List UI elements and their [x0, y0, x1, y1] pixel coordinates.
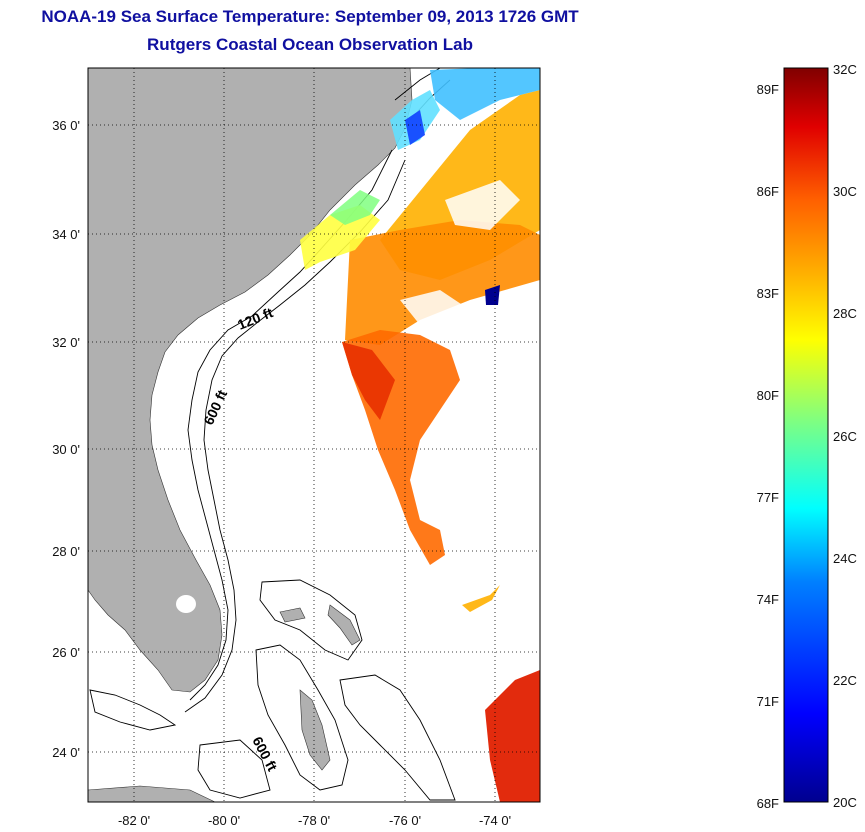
lake-okeechobee	[176, 595, 196, 613]
x-tick-label: -80 0'	[208, 813, 240, 828]
colorbar	[783, 67, 829, 803]
colorbar-label-c: 28C	[833, 306, 857, 321]
land-bahamas-abaco	[327, 604, 361, 646]
sst-data-swath	[300, 68, 540, 802]
colorbar-label-f: 89F	[757, 82, 779, 97]
y-tick-label: 32 0'	[52, 335, 80, 350]
map-subtitle: Rutgers Coastal Ocean Observation Lab	[147, 35, 473, 54]
x-tick-label: -74 0'	[479, 813, 511, 828]
colorbar-label-c: 26C	[833, 429, 857, 444]
map-frame	[87, 67, 541, 803]
colorbar-label-f: 83F	[757, 286, 779, 301]
colorbar-label-c: 22C	[833, 673, 857, 688]
y-tick-label: 30 0'	[52, 442, 80, 457]
colorbar-label-c: 20C	[833, 795, 857, 810]
y-tick-label: 26 0'	[52, 645, 80, 660]
map-title: NOAA-19 Sea Surface Temperature: Septemb…	[41, 7, 579, 26]
x-tick-label: -82 0'	[118, 813, 150, 828]
colorbar-label-f: 77F	[757, 490, 779, 505]
map-gridlines	[88, 68, 540, 802]
y-tick-label: 24 0'	[52, 745, 80, 760]
y-tick-label: 28 0'	[52, 544, 80, 559]
colorbar-label-f: 80F	[757, 388, 779, 403]
colorbar-label-f: 71F	[757, 694, 779, 709]
colorbar-label-f: 68F	[757, 796, 779, 811]
land-us-coast	[88, 68, 413, 693]
y-tick-label: 34 0'	[52, 227, 80, 242]
colorbar-label-f: 86F	[757, 184, 779, 199]
colorbar-label-c: 24C	[833, 551, 857, 566]
bathymetry-contours	[89, 68, 456, 801]
colorbar-label-c: 32C	[833, 62, 857, 77]
y-tick-label: 36 0'	[52, 118, 80, 133]
x-tick-label: -78 0'	[298, 813, 330, 828]
land-bahamas-grand	[279, 607, 306, 623]
land-cuba	[88, 785, 216, 802]
x-tick-label: -76 0'	[389, 813, 421, 828]
colorbar-label-c: 30C	[833, 184, 857, 199]
colorbar-label-f: 74F	[757, 592, 779, 607]
